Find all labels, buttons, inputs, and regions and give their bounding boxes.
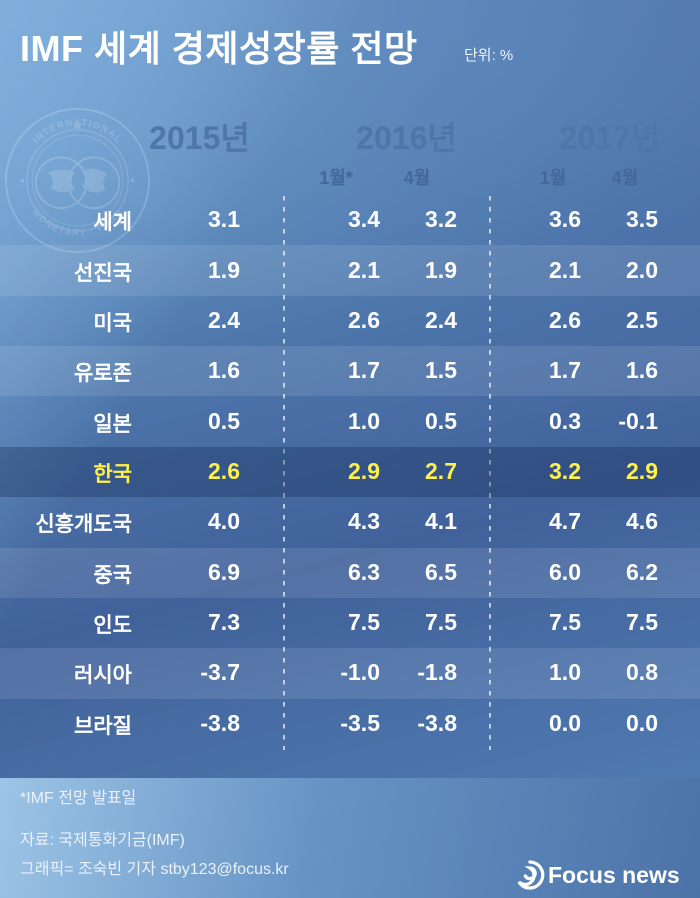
- svg-text:Focus news: Focus news: [548, 862, 680, 888]
